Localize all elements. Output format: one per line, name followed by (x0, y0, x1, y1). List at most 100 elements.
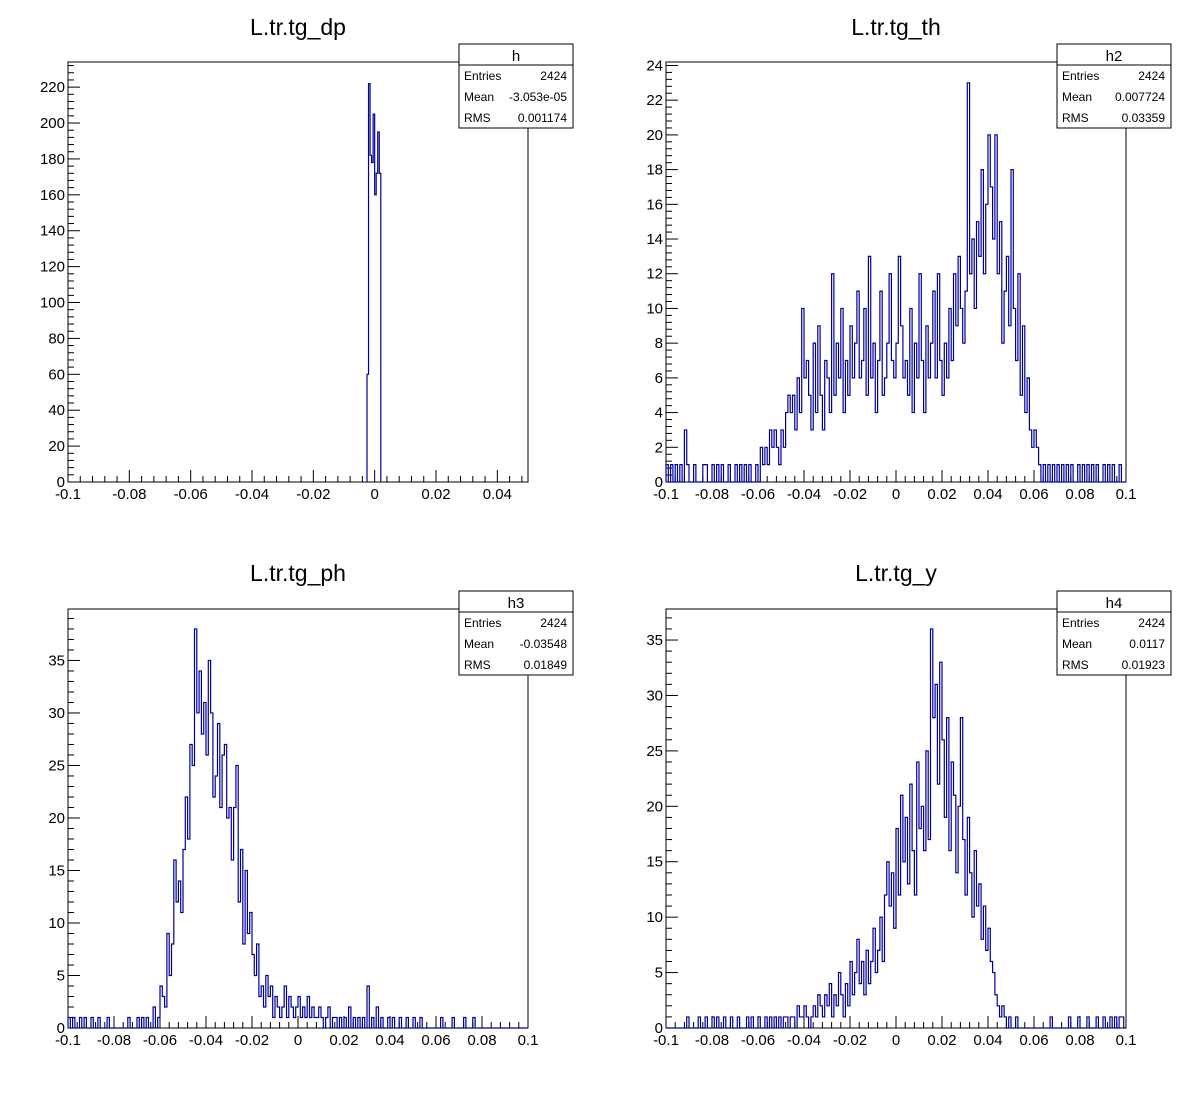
histogram-bin (300, 1017, 302, 1028)
histogram-bin (1016, 361, 1018, 482)
stats-entries-value: 2424 (540, 69, 567, 83)
y-tick-label: 30 (48, 705, 65, 722)
chart-title: L.tr.tg_th (851, 14, 941, 40)
histogram-bin (848, 395, 850, 482)
x-tick-label: -0.04 (787, 486, 821, 503)
histogram-bin (914, 895, 916, 1028)
histogram-bin (859, 984, 861, 1028)
y-tick-label: 140 (40, 223, 65, 240)
y-tick-label: 8 (655, 335, 663, 352)
histogram-series (67, 628, 528, 1029)
stats-rms-value: 0.01923 (1122, 658, 1166, 672)
histogram-bin (827, 1006, 829, 1028)
x-tick-label: -0.1 (55, 486, 81, 503)
stats-entries-label: Entries (1062, 69, 1099, 83)
histogram-bin (836, 1006, 838, 1028)
histogram-bin (822, 430, 824, 482)
histogram-bin (908, 884, 910, 1028)
histogram-bin (834, 395, 836, 482)
y-tick-label: 80 (48, 330, 65, 347)
histogram-bin (997, 274, 999, 482)
histogram-bin (843, 413, 845, 482)
y-tick-label: 220 (40, 79, 65, 96)
y-tick-label: 0 (57, 474, 65, 491)
x-tick-label: 0.02 (421, 486, 450, 503)
histogram-bin (206, 755, 208, 1028)
histogram-bin (866, 395, 868, 482)
histogram-bin (974, 308, 976, 482)
y-tick-label: 15 (646, 854, 663, 871)
y-tick-label: 5 (57, 967, 65, 984)
y-tick-label: 100 (40, 295, 65, 312)
y-tick-label: 35 (48, 652, 65, 669)
histogram-bin (1025, 413, 1027, 482)
histogram-outline (665, 82, 1126, 483)
y-tick-label: 20 (48, 810, 65, 827)
y-tick-label: 10 (48, 915, 65, 932)
y-tick-label: 16 (646, 196, 663, 213)
histogram-bin (949, 851, 951, 1028)
stats-entries-label: Entries (1062, 616, 1099, 630)
stats-rms-value: 0.01849 (524, 658, 568, 672)
histogram-bin (963, 343, 965, 482)
y-tick-label: 0 (655, 474, 663, 491)
histogram-bin (816, 413, 818, 482)
histogram-bin (889, 906, 891, 1028)
histogram-bin (908, 395, 910, 482)
x-tick-label: -0.04 (189, 1032, 223, 1049)
y-tick-label: 40 (48, 402, 65, 419)
x-tick-label: 0 (892, 486, 900, 503)
y-tick-label: 120 (40, 259, 65, 276)
histogram-bin (868, 984, 870, 1028)
histogram-bin (227, 818, 229, 1028)
y-tick-label: 2 (655, 439, 663, 456)
histogram-bin (977, 906, 979, 1028)
y-tick-label: 22 (646, 92, 663, 109)
y-tick-label: 10 (646, 300, 663, 317)
y-tick-label: 12 (646, 266, 663, 283)
y-tick-label: 25 (48, 757, 65, 774)
histogram-bin (947, 378, 949, 482)
stats-name: h3 (508, 595, 525, 612)
x-tick-label: 0.1 (518, 1032, 539, 1049)
stats-entries-value: 2424 (1138, 69, 1165, 83)
histogram-bin (1009, 326, 1011, 482)
x-tick-label: 0.1 (1116, 1032, 1137, 1049)
x-tick-label: 0.04 (973, 1032, 1002, 1049)
histogram-bin (972, 917, 974, 1028)
histogram-bin (192, 765, 194, 1028)
histogram-bin (264, 1007, 266, 1028)
x-tick-label: -0.08 (112, 486, 146, 503)
x-tick-label: 0.04 (973, 486, 1002, 503)
histogram-bin (238, 902, 240, 1028)
y-tick-label: 18 (646, 162, 663, 179)
histogram-bin (871, 378, 873, 482)
stats-box: h3 Entries 2424 Mean -0.03548 RMS 0.01849 (458, 590, 574, 676)
stats-mean-value: 0.0117 (1129, 637, 1165, 651)
histogram-bin (942, 395, 944, 482)
plot-frame (67, 61, 529, 483)
histogram-bin (169, 975, 171, 1028)
histogram-bin (310, 1017, 312, 1028)
histogram-panel: L.tr.tg_dp -0.1 -0.08 -0.06 -0.04 -0.02 0 0.02 0… (40, 14, 574, 503)
histogram-bin (799, 413, 801, 482)
histogram-bin (894, 378, 896, 482)
stats-mean-label: Mean (464, 90, 494, 104)
y-tick-label: 14 (646, 231, 663, 248)
stats-entries-label: Entries (464, 69, 501, 83)
y-tick-label: 4 (655, 405, 663, 422)
stats-box-frame (1056, 590, 1172, 676)
stats-box-frame (1056, 43, 1172, 129)
x-tick-label: -0.02 (833, 1032, 867, 1049)
histogram-bin (919, 828, 921, 1028)
histogram-bin (811, 430, 813, 482)
y-tick-label: 25 (646, 743, 663, 760)
x-tick-label: -0.04 (787, 1032, 821, 1049)
histogram-panel: L.tr.tg_th -0.1 -0.08 -0.06 -0.04 -0.02 0 0.02 0… (646, 14, 1172, 503)
histogram-bin (864, 995, 866, 1028)
histogram-bin (201, 734, 203, 1028)
histogram-bin (898, 895, 900, 1028)
x-tick-label: 0.08 (1065, 1032, 1094, 1049)
histogram-bin (981, 939, 983, 1028)
